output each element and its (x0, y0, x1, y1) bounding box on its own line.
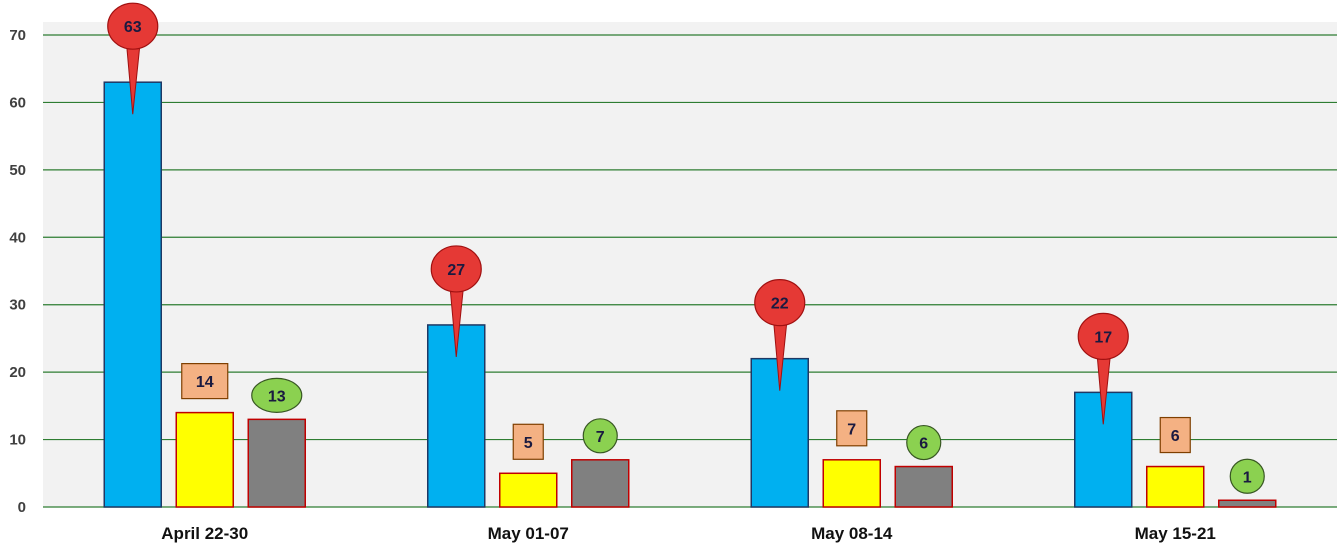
label-oval (251, 377, 303, 413)
data-label: 13 (268, 388, 286, 405)
data-label-group: 1 (1229, 458, 1265, 494)
data-label: 5 (524, 435, 533, 452)
category-labels: April 22-30 May 01-07 May 08-14 May 15-21 (161, 524, 1216, 543)
data-label-group: 14 (181, 363, 229, 400)
bar (499, 472, 558, 508)
y-tick-label: 10 (9, 432, 26, 449)
data-label: 1 (1243, 469, 1252, 486)
data-label: 6 (1171, 428, 1180, 445)
label-box (512, 423, 544, 460)
data-label-group: 13 (251, 377, 303, 413)
y-tick-label: 60 (9, 94, 26, 111)
plot-background-layer (43, 22, 1337, 507)
data-label: 22 (771, 296, 789, 313)
bar (1218, 499, 1277, 508)
bar (894, 465, 953, 508)
y-tick-label: 0 (18, 499, 26, 516)
data-label: 63 (124, 19, 142, 36)
bar (103, 81, 162, 508)
data-label-group: 27 (430, 245, 482, 357)
y-axis-tick-labels: 0 10 20 30 40 50 60 70 (9, 27, 26, 516)
category-label: May 08-14 (811, 524, 893, 543)
label-oval (582, 418, 618, 454)
data-label-group: 7 (582, 418, 618, 454)
bars (103, 81, 1277, 508)
bar (175, 411, 234, 508)
data-label-group: 7 (836, 410, 868, 447)
label-oval (906, 424, 942, 461)
category-label: April 22-30 (161, 524, 248, 543)
data-label: 17 (1094, 329, 1112, 346)
y-tick-label: 40 (9, 229, 26, 246)
data-label: 27 (447, 262, 465, 279)
label-oval (1229, 458, 1265, 494)
y-tick-label: 50 (9, 162, 26, 179)
data-label-group: 5 (512, 423, 544, 460)
data-label-group: 6 (1159, 416, 1191, 454)
category-label: May 15-21 (1135, 524, 1216, 543)
pin-head (1077, 312, 1129, 360)
data-label-group: 6 (906, 424, 942, 461)
y-tick-label: 30 (9, 297, 26, 314)
label-box (836, 410, 868, 447)
bar (571, 459, 630, 508)
data-label: 7 (847, 421, 856, 438)
data-label: 14 (196, 374, 214, 391)
pin-head (754, 279, 806, 327)
data-labels: 63 14 13 27 5 7 22 7 6 17 6 1 (107, 2, 1265, 494)
bar (822, 459, 881, 508)
category-label: May 01-07 (488, 524, 569, 543)
bar (247, 418, 306, 508)
bar (1146, 465, 1205, 508)
data-label-group: 63 (107, 2, 159, 115)
label-box (181, 363, 229, 400)
plot-area (43, 22, 1337, 507)
pin-head (430, 245, 482, 293)
data-label: 7 (596, 429, 605, 446)
data-label-group: 22 (754, 279, 806, 391)
label-box (1159, 416, 1191, 454)
y-tick-label: 70 (9, 27, 26, 44)
pin-head (107, 2, 159, 50)
data-label: 6 (919, 436, 928, 453)
y-tick-label: 20 (9, 364, 26, 381)
data-label-group: 17 (1077, 312, 1129, 425)
bar (427, 324, 486, 508)
